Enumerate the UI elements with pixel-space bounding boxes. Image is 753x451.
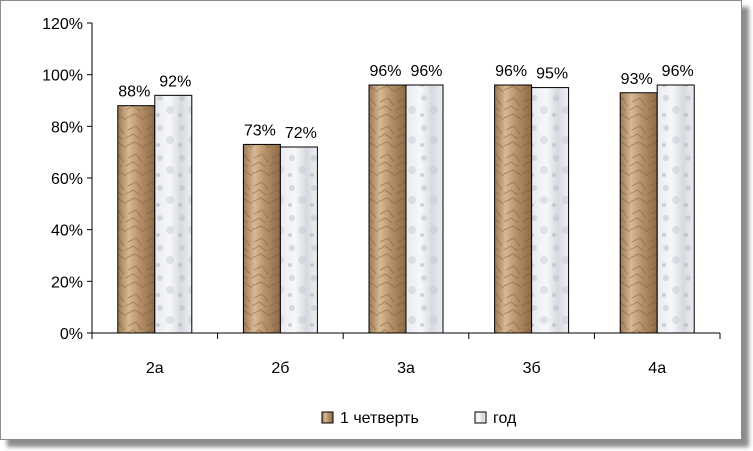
bar-0-0 bbox=[117, 105, 156, 334]
data-label: 96% bbox=[369, 63, 401, 80]
bars: 88% 73% 96% 96% 93% 92% 72% 96% 95% 96% bbox=[117, 63, 695, 334]
bar-0-4 bbox=[619, 92, 658, 334]
bar-1-2 bbox=[405, 84, 444, 334]
bar-outline bbox=[242, 143, 281, 334]
bar-1-4 bbox=[656, 84, 695, 334]
x-category-label: 2б bbox=[271, 360, 289, 377]
bar-outline bbox=[368, 84, 407, 334]
data-label: 96% bbox=[410, 63, 442, 80]
y-tick-label: 120% bbox=[42, 16, 83, 33]
y-tick-label: 60% bbox=[51, 171, 83, 188]
bar-0-2 bbox=[368, 84, 407, 334]
legend-label: год bbox=[493, 410, 517, 427]
data-label: 93% bbox=[621, 71, 653, 88]
bar-1-1 bbox=[279, 146, 318, 334]
data-label: 72% bbox=[285, 125, 317, 142]
data-label: 96% bbox=[495, 63, 527, 80]
legend-swatch bbox=[321, 411, 334, 424]
bar-outline bbox=[656, 84, 695, 334]
bar-1-3 bbox=[531, 87, 570, 334]
bar-0-3 bbox=[494, 84, 533, 334]
y-tick-label: 0% bbox=[60, 326, 83, 343]
bar-1-0 bbox=[154, 94, 193, 334]
x-axis: 2а 2б 3а 3б 4а bbox=[91, 332, 721, 377]
legend-swatch bbox=[474, 411, 487, 424]
y-tick-label: 40% bbox=[51, 223, 83, 240]
bar-outline bbox=[405, 84, 444, 334]
legend-label: 1 четверть bbox=[340, 410, 419, 427]
bar-outline bbox=[279, 146, 318, 334]
bar-outline bbox=[117, 105, 156, 334]
bar-outline bbox=[619, 92, 658, 334]
bar-outline bbox=[154, 94, 193, 334]
y-tick-label: 20% bbox=[51, 274, 83, 291]
legend-item-1: год bbox=[474, 410, 517, 427]
y-tick-label: 80% bbox=[51, 119, 83, 136]
bar-outline bbox=[494, 84, 533, 334]
y-tick-label: 100% bbox=[42, 68, 83, 85]
data-label: 96% bbox=[662, 63, 694, 80]
data-label: 73% bbox=[244, 122, 276, 139]
x-category-label: 3б bbox=[523, 360, 541, 377]
data-label: 95% bbox=[536, 66, 568, 83]
y-axis: 0% 20% 40% 60% 80% 100% 120% bbox=[42, 16, 93, 343]
legend: 1 четверть год bbox=[321, 410, 517, 427]
x-category-label: 4а bbox=[648, 360, 666, 377]
x-category-label: 2а bbox=[146, 360, 164, 377]
bar-outline bbox=[531, 87, 570, 334]
data-label: 92% bbox=[159, 73, 191, 90]
legend-item-0: 1 четверть bbox=[321, 410, 419, 427]
x-category-label: 3а bbox=[397, 360, 415, 377]
data-label: 88% bbox=[118, 84, 150, 101]
bar-0-1 bbox=[242, 143, 281, 334]
